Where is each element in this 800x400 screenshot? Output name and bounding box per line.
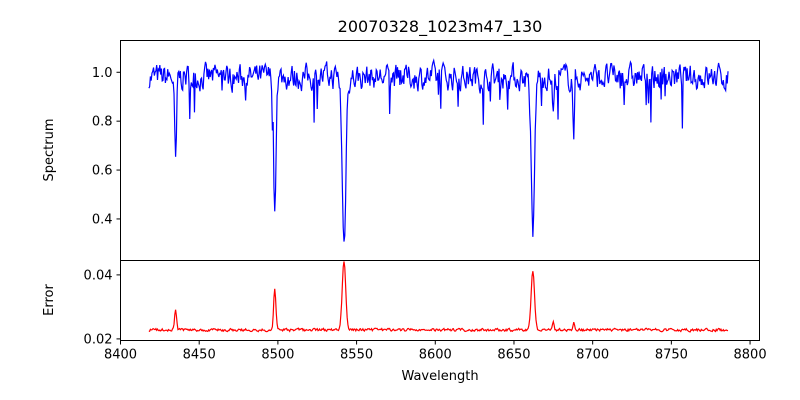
x-tick-label: 8600 [419, 348, 452, 363]
error-y-ticks: 0.02 0.04 [84, 268, 121, 347]
spectrum-y-ticks: 0.4 0.6 0.8 1.0 [92, 66, 121, 227]
x-tick-label: 8500 [261, 348, 294, 363]
error-line [148, 261, 729, 333]
error-y-tick-label: 0.04 [84, 268, 113, 283]
error-axes-frame [120, 260, 760, 341]
spectrum-series [148, 58, 729, 242]
error-y-label: Error [42, 284, 57, 316]
x-tick-label: 8400 [104, 348, 137, 363]
error-series [148, 261, 729, 333]
x-tick-label: 8450 [183, 348, 216, 363]
x-tick-label: 8650 [497, 348, 530, 363]
spectrum-y-tick-label: 0.6 [92, 164, 113, 179]
error-panel: 0.02 0.04 8400 8450 8500 8550 8600 8650 8700 875… [42, 260, 767, 384]
spectrum-y-tick-label: 0.4 [92, 212, 113, 227]
x-tick-label: 8700 [576, 348, 609, 363]
spectrum-y-tick-label: 0.8 [92, 115, 113, 130]
error-y-tick-label: 0.02 [84, 332, 113, 347]
chart-title: 20070328_1023m47_130 [338, 17, 543, 37]
x-tick-label: 8750 [655, 348, 688, 363]
spectrum-y-label: Spectrum [42, 119, 57, 182]
spectrum-line [148, 58, 729, 242]
spectrum-y-tick-label: 1.0 [92, 66, 113, 81]
error-x-ticks: 8400 8450 8500 8550 8600 8650 8700 8750 8800 [104, 340, 767, 363]
x-tick-label: 8550 [340, 348, 373, 363]
x-axis-label: Wavelength [401, 369, 478, 384]
x-tick-label: 8800 [734, 348, 767, 363]
spectrum-panel: 0.4 0.6 0.8 1.0 Spectrum [42, 40, 760, 261]
